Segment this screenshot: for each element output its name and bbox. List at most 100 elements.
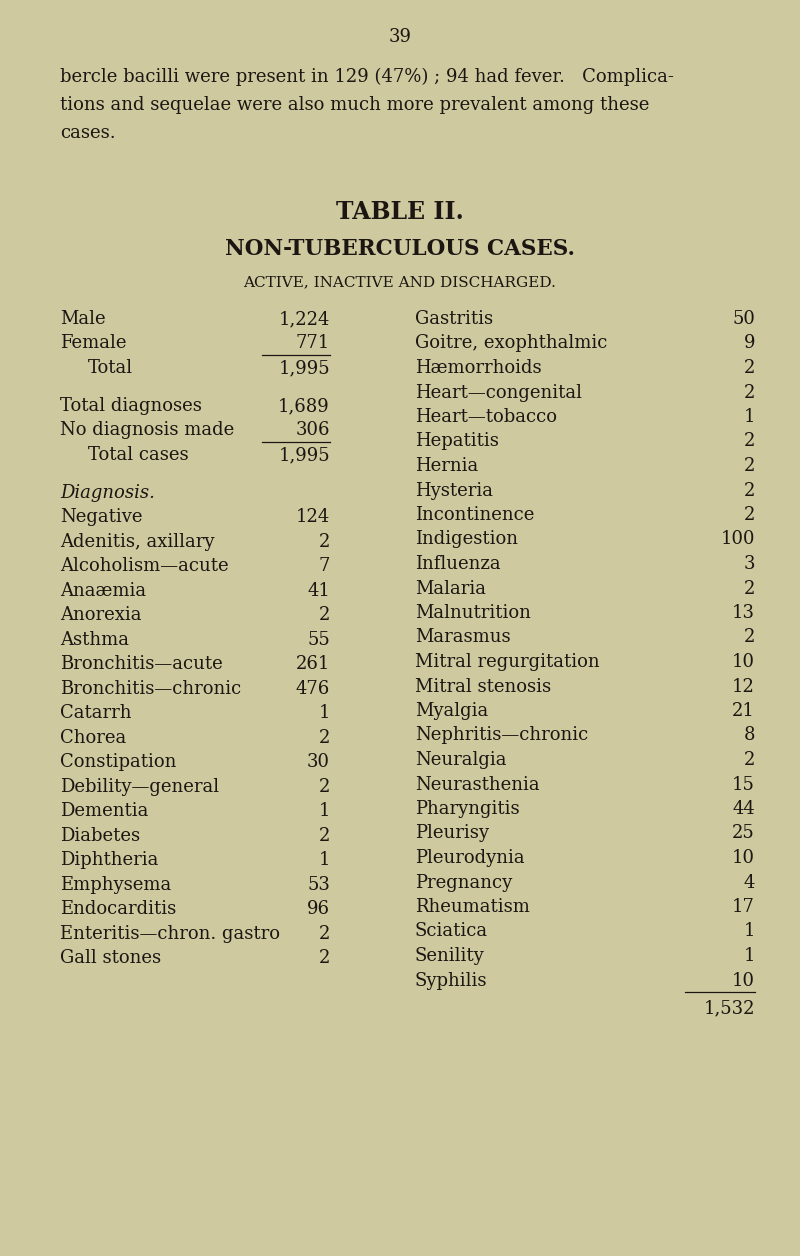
Text: Dementia: Dementia — [60, 803, 148, 820]
Text: 39: 39 — [389, 28, 411, 46]
Text: 771: 771 — [296, 334, 330, 353]
Text: 306: 306 — [295, 422, 330, 440]
Text: 7: 7 — [318, 558, 330, 575]
Text: 2: 2 — [744, 628, 755, 647]
Text: Neuralgia: Neuralgia — [415, 751, 506, 769]
Text: 1,224: 1,224 — [278, 310, 330, 328]
Text: 1: 1 — [743, 922, 755, 941]
Text: 13: 13 — [732, 604, 755, 622]
Text: Total: Total — [88, 359, 133, 377]
Text: 1: 1 — [318, 705, 330, 722]
Text: 1: 1 — [743, 408, 755, 426]
Text: 8: 8 — [743, 726, 755, 745]
Text: 4: 4 — [744, 873, 755, 892]
Text: 50: 50 — [732, 310, 755, 328]
Text: 10: 10 — [732, 653, 755, 671]
Text: Male: Male — [60, 310, 106, 328]
Text: Negative: Negative — [60, 509, 142, 526]
Text: 2: 2 — [744, 457, 755, 475]
Text: Incontinence: Incontinence — [415, 506, 534, 524]
Text: 1: 1 — [318, 803, 330, 820]
Text: 2: 2 — [318, 607, 330, 624]
Text: Endocarditis: Endocarditis — [60, 901, 176, 918]
Text: 2: 2 — [318, 826, 330, 845]
Text: cases.: cases. — [60, 124, 116, 142]
Text: 96: 96 — [307, 901, 330, 918]
Text: bercle bacilli were present in 129 (47%) ; 94 had fever.   Complica-: bercle bacilli were present in 129 (47%)… — [60, 68, 674, 87]
Text: Malnutrition: Malnutrition — [415, 604, 531, 622]
Text: 1,532: 1,532 — [703, 999, 755, 1017]
Text: Mitral stenosis: Mitral stenosis — [415, 677, 551, 696]
Text: 2: 2 — [318, 728, 330, 747]
Text: Pharyngitis: Pharyngitis — [415, 800, 520, 818]
Text: Nephritis—chronic: Nephritis—chronic — [415, 726, 588, 745]
Text: tions and sequelae were also much more prevalent among these: tions and sequelae were also much more p… — [60, 95, 650, 114]
Text: Adenitis, axillary: Adenitis, axillary — [60, 533, 214, 551]
Text: 30: 30 — [307, 754, 330, 771]
Text: 10: 10 — [732, 849, 755, 867]
Text: Marasmus: Marasmus — [415, 628, 510, 647]
Text: 100: 100 — [721, 530, 755, 549]
Text: 17: 17 — [732, 898, 755, 916]
Text: 55: 55 — [307, 631, 330, 649]
Text: 9: 9 — [743, 334, 755, 353]
Text: Diphtheria: Diphtheria — [60, 852, 158, 869]
Text: 2: 2 — [744, 359, 755, 377]
Text: 2: 2 — [744, 432, 755, 451]
Text: 1,689: 1,689 — [278, 397, 330, 414]
Text: Rheumatism: Rheumatism — [415, 898, 530, 916]
Text: Total cases: Total cases — [88, 446, 189, 463]
Text: 2: 2 — [318, 924, 330, 943]
Text: Bronchitis—acute: Bronchitis—acute — [60, 656, 222, 673]
Text: Senility: Senility — [415, 947, 485, 965]
Text: Diagnosis.: Diagnosis. — [60, 484, 155, 502]
Text: 1: 1 — [318, 852, 330, 869]
Text: 476: 476 — [296, 679, 330, 698]
Text: 1: 1 — [743, 947, 755, 965]
Text: Heart—congenital: Heart—congenital — [415, 383, 582, 402]
Text: Gall stones: Gall stones — [60, 950, 161, 967]
Text: Heart—tobacco: Heart—tobacco — [415, 408, 557, 426]
Text: 2: 2 — [318, 533, 330, 551]
Text: 1,995: 1,995 — [278, 446, 330, 463]
Text: Pleurisy: Pleurisy — [415, 824, 489, 843]
Text: 15: 15 — [732, 775, 755, 794]
Text: Hepatitis: Hepatitis — [415, 432, 499, 451]
Text: 2: 2 — [744, 579, 755, 598]
Text: 2: 2 — [744, 481, 755, 500]
Text: Catarrh: Catarrh — [60, 705, 131, 722]
Text: Pleurodynia: Pleurodynia — [415, 849, 525, 867]
Text: Asthma: Asthma — [60, 631, 129, 649]
Text: Gastritis: Gastritis — [415, 310, 493, 328]
Text: Influenza: Influenza — [415, 555, 501, 573]
Text: Enteritis—chron. gastro: Enteritis—chron. gastro — [60, 924, 280, 943]
Text: Female: Female — [60, 334, 126, 353]
Text: Chorea: Chorea — [60, 728, 126, 747]
Text: Alcoholism—acute: Alcoholism—acute — [60, 558, 229, 575]
Text: Bronchitis—chronic: Bronchitis—chronic — [60, 679, 242, 698]
Text: 10: 10 — [732, 971, 755, 990]
Text: Sciatica: Sciatica — [415, 922, 488, 941]
Text: Hernia: Hernia — [415, 457, 478, 475]
Text: 2: 2 — [744, 383, 755, 402]
Text: 2: 2 — [744, 506, 755, 524]
Text: 44: 44 — [732, 800, 755, 818]
Text: ACTIVE, INACTIVE AND DISCHARGED.: ACTIVE, INACTIVE AND DISCHARGED. — [243, 275, 557, 289]
Text: Malaria: Malaria — [415, 579, 486, 598]
Text: NON-TUBERCULOUS CASES.: NON-TUBERCULOUS CASES. — [225, 237, 575, 260]
Text: 2: 2 — [318, 777, 330, 796]
Text: 21: 21 — [732, 702, 755, 720]
Text: 3: 3 — [743, 555, 755, 573]
Text: Indigestion: Indigestion — [415, 530, 518, 549]
Text: Anaæmia: Anaæmia — [60, 582, 146, 600]
Text: Mitral regurgitation: Mitral regurgitation — [415, 653, 600, 671]
Text: Diabetes: Diabetes — [60, 826, 140, 845]
Text: TABLE II.: TABLE II. — [336, 200, 464, 224]
Text: 41: 41 — [307, 582, 330, 600]
Text: 261: 261 — [296, 656, 330, 673]
Text: Pregnancy: Pregnancy — [415, 873, 512, 892]
Text: Emphysema: Emphysema — [60, 875, 171, 894]
Text: 25: 25 — [732, 824, 755, 843]
Text: Neurasthenia: Neurasthenia — [415, 775, 540, 794]
Text: Myalgia: Myalgia — [415, 702, 488, 720]
